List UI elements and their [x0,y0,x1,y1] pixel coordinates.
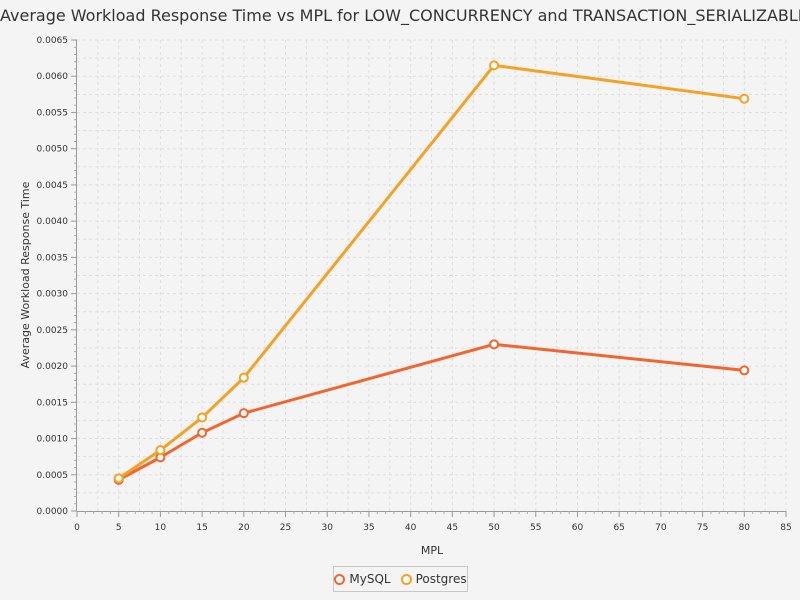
series-layer [113,60,750,485]
y-tick-label: 0.0015 [37,398,69,408]
y-tick-label: 0.0025 [37,326,69,336]
y-tick-label: 0.0030 [37,290,69,300]
y-tick-label: 0.0020 [37,362,69,372]
x-tick-label: 20 [238,523,250,533]
y-tick-label: 0.0035 [37,253,69,263]
y-tick-label: 0.0060 [37,72,69,82]
series-line-mysql [117,342,745,482]
data-point-postgres [489,60,500,71]
series-line-postgres [117,63,745,480]
x-tick-label: 10 [155,523,167,533]
y-tick-label: 0.0050 [37,145,69,155]
x-tick-label: 5 [116,523,122,533]
legend-item-mysql[interactable]: MySQL [334,572,391,586]
legend-item-postgres[interactable]: Postgres [400,572,467,586]
x-tick-label: 40 [405,523,417,533]
x-tick-label: 55 [530,523,541,533]
x-tick-label: 15 [196,523,207,533]
x-tick-label: 65 [613,523,624,533]
legend-label-mysql: MySQL [349,572,391,586]
y-tick-label: 0.0040 [37,217,69,227]
data-point-mysql [238,408,249,419]
y-tick-label: 0.0045 [37,181,69,191]
chart-title: Average Workload Response Time vs MPL fo… [0,6,800,25]
axes: 0 5 10 15 20 25 30 35 40 45 50 55 60 65 70 75 80 85 0.0000… [37,36,792,533]
data-point-mysql [489,339,500,350]
x-tick-label: 85 [780,523,791,533]
x-axis-title: MPL [421,544,444,557]
x-tick-label: 50 [488,523,500,533]
x-tick-label: 60 [572,523,584,533]
y-tick-label: 0.0005 [37,471,69,481]
data-point-postgres [238,372,249,383]
data-point-mysql [739,365,750,376]
y-tick-label: 0.0000 [37,507,69,517]
data-point-postgres [155,445,166,456]
data-point-mysql [197,427,208,438]
x-tick-label: 80 [739,523,751,533]
x-tick-label: 0 [74,523,80,533]
y-tick-label: 0.0010 [37,435,69,445]
grid [77,39,787,511]
legend-label-postgres: Postgres [415,572,467,586]
data-point-postgres [113,473,124,484]
x-tick-label: 70 [655,523,667,533]
y-axis-title: Average Workload Response Time [19,181,32,368]
y-tick-label: 0.0065 [37,36,69,46]
x-tick-label: 30 [322,523,334,533]
x-tick-label: 45 [447,523,458,533]
x-tick-label: 25 [280,523,291,533]
legend: MySQL Postgres [333,566,468,592]
data-point-postgres [739,93,750,104]
x-tick-label: 75 [697,523,708,533]
y-tick-label: 0.0055 [37,108,69,118]
data-point-postgres [197,412,208,423]
x-tick-label: 35 [363,523,374,533]
legend-swatch-mysql [334,573,346,585]
legend-swatch-postgres [400,573,412,585]
